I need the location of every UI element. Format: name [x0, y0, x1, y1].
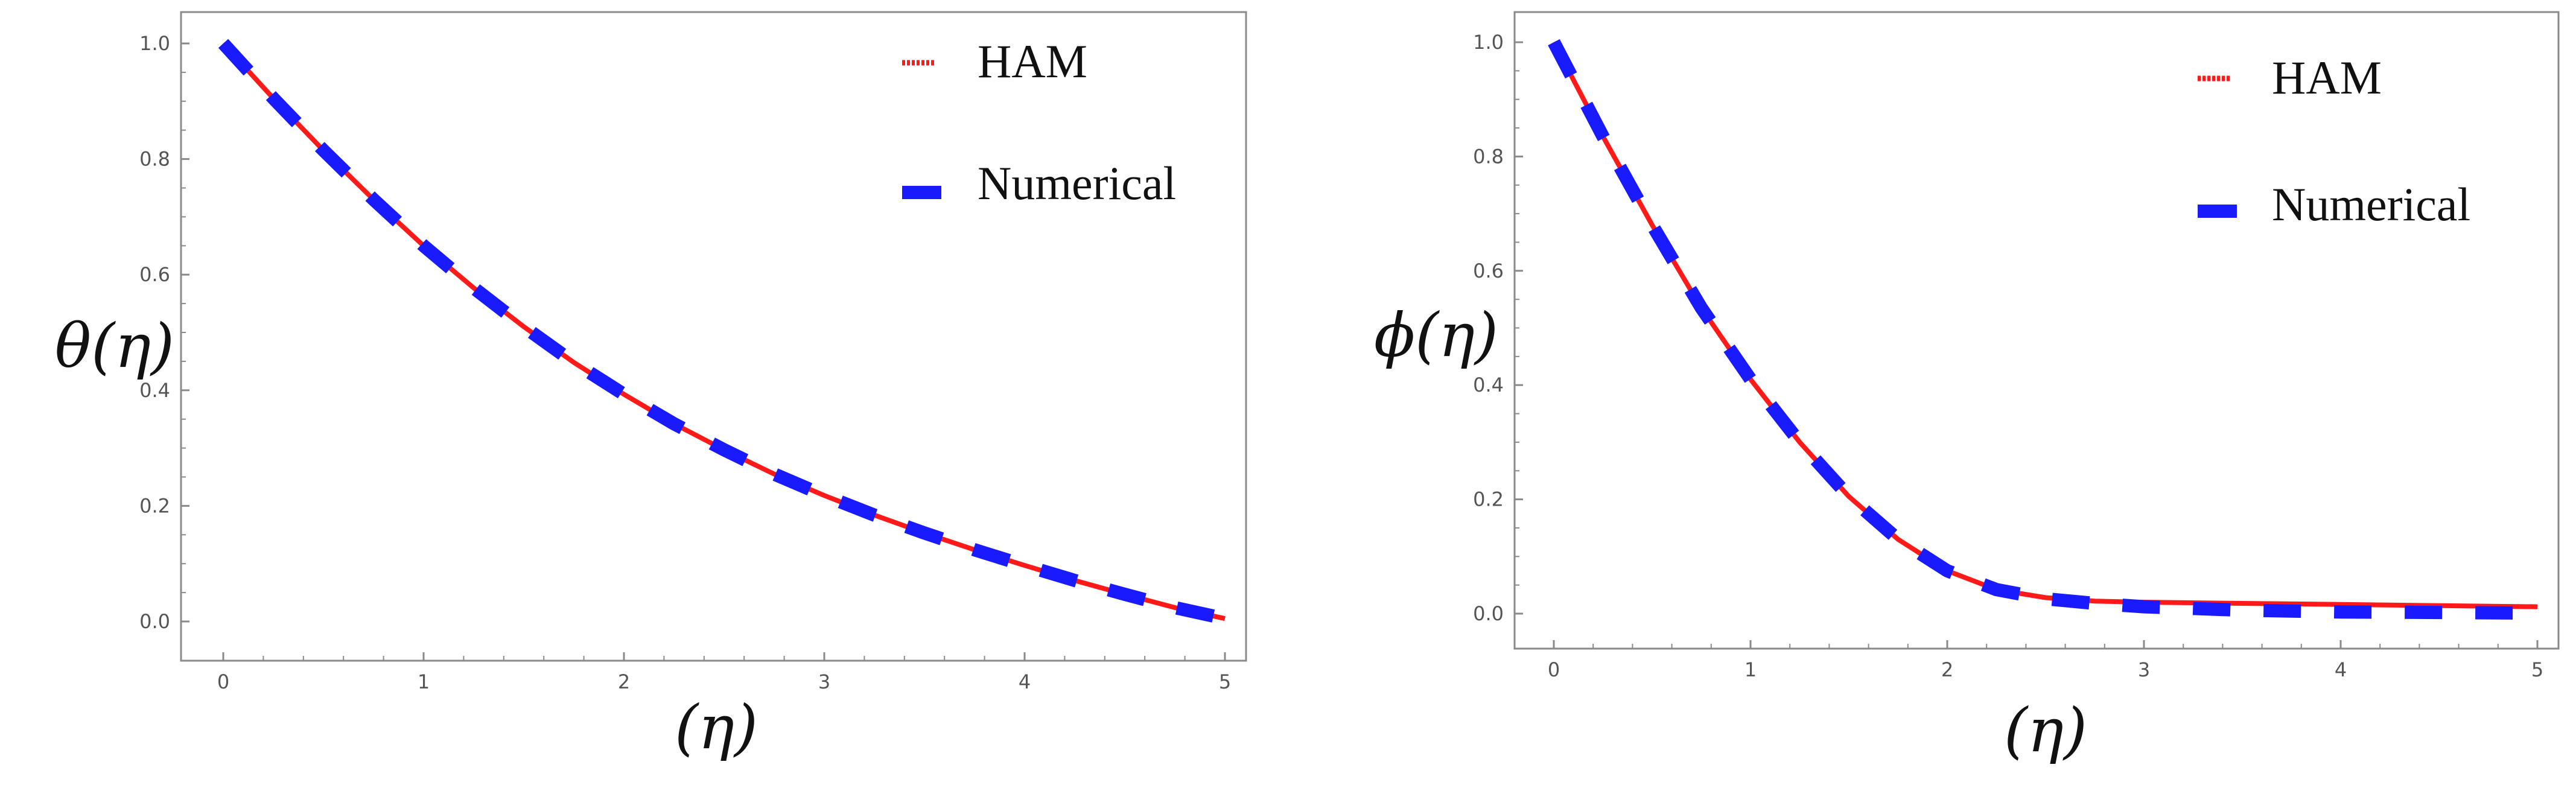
data-point-numerical [473, 287, 474, 288]
data-point-ham [2242, 603, 2243, 604]
x-axis-label: (η) [2004, 695, 2087, 766]
y-axis-ticks: 0.0 0.2 0.4 0.6 0.8 1.0 [139, 32, 189, 633]
y-tick-label: 0.2 [139, 494, 170, 517]
data-point-numerical [1947, 570, 1948, 571]
data-point-numerical [273, 98, 274, 99]
data-point-numerical [724, 449, 725, 450]
x-tick-label: 5 [2531, 658, 2543, 681]
x-tick-label: 2 [1941, 658, 1953, 681]
data-point-numerical [323, 150, 324, 151]
legend-label-numerical: Numerical [2272, 178, 2470, 230]
data-point-numerical [2340, 611, 2341, 612]
data-point-numerical [974, 549, 975, 550]
x-tick-label: 4 [2335, 658, 2347, 681]
series-group [218, 39, 1227, 625]
y-tick-label: 0.8 [139, 148, 170, 171]
data-point-numerical [1074, 580, 1075, 581]
data-point-numerical [673, 423, 675, 424]
series-group [1548, 39, 2538, 620]
legend-label-ham: HAM [2272, 51, 2382, 104]
x-tick-label: 1 [1744, 658, 1757, 681]
data-point-numerical [1652, 224, 1653, 226]
x-tick-label: 5 [1219, 670, 1231, 693]
data-point-numerical [2537, 612, 2538, 614]
x-tick-label: 4 [1019, 670, 1031, 693]
x-tick-label: 0 [217, 670, 229, 693]
data-point-numerical [2242, 609, 2243, 611]
y-tick-label: 0.6 [139, 263, 170, 286]
data-point-numerical [924, 532, 925, 533]
data-point-numerical [2094, 603, 2096, 604]
data-point-numerical [2438, 612, 2440, 613]
data-point-ham [2340, 604, 2341, 605]
data-point-numerical [523, 326, 524, 327]
data-point-numerical [1848, 496, 1849, 497]
y-tick-label: 1.0 [139, 32, 170, 55]
x-tick-label: 3 [2138, 658, 2150, 681]
legend: HAM Numerical [902, 35, 1176, 209]
data-point-numerical [1124, 594, 1125, 595]
data-point-numerical [2143, 606, 2145, 608]
data-point-numerical [1799, 442, 1801, 443]
y-axis-ticks: 0.0 0.2 0.4 0.6 0.8 1.0 [1473, 31, 1523, 625]
data-point-numerical [573, 362, 574, 363]
data-point-ham [2537, 606, 2538, 608]
x-axis-ticks: 0 1 2 3 4 5 [217, 652, 1231, 693]
x-tick-label: 2 [618, 670, 630, 693]
y-tick-label: 0.0 [1473, 602, 1504, 625]
y-tick-label: 0.0 [139, 610, 170, 633]
series-line-ham [221, 42, 1226, 621]
y-axis-label: θ(η) [55, 311, 174, 381]
x-axis-ticks: 0 1 2 3 4 5 [1548, 640, 2543, 681]
y-tick-label: 1.0 [1473, 31, 1504, 54]
data-point-numerical [423, 245, 424, 246]
data-point-numerical [1553, 42, 1554, 43]
data-point-numerical [774, 474, 775, 475]
y-tick-label: 0.4 [139, 379, 170, 402]
y-tick-label: 0.2 [1473, 488, 1504, 511]
data-point-numerical [874, 515, 875, 516]
legend-label-ham: HAM [978, 35, 1087, 87]
data-point-numerical [2045, 598, 2046, 599]
series-line-ham [1551, 41, 2538, 609]
data-point-ham [2045, 597, 2046, 598]
data-point-numerical [373, 199, 374, 200]
plot-frame [180, 11, 1247, 662]
data-point-numerical [1996, 589, 1997, 590]
x-tick-label: 3 [818, 670, 830, 693]
y-tick-label: 0.6 [1473, 259, 1504, 282]
series-line-numerical [1548, 39, 2538, 620]
data-point-numerical [223, 43, 224, 44]
data-point-numerical [623, 394, 625, 395]
data-point-numerical [1898, 539, 1899, 540]
data-point-ham [2094, 600, 2096, 602]
data-point-numerical [1701, 307, 1702, 308]
x-tick-label: 0 [1548, 658, 1560, 681]
legend-label-numerical: Numerical [978, 157, 1176, 209]
plot-frame [1513, 11, 2560, 650]
y-tick-label: 0.8 [1473, 145, 1504, 168]
legend: HAM Numerical [2198, 51, 2470, 230]
x-tick-label: 1 [418, 670, 430, 693]
y-tick-label: 0.4 [1473, 373, 1504, 396]
x-axis-label: (η) [675, 692, 758, 763]
y-axis-label: ϕ(η) [1374, 300, 1498, 370]
data-point-numerical [1603, 136, 1604, 137]
series-line-numerical [218, 39, 1227, 625]
data-point-numerical [824, 495, 825, 496]
data-point-numerical [1224, 618, 1226, 619]
data-point-numerical [1024, 565, 1025, 566]
data-point-numerical [1750, 379, 1751, 380]
data-point-numerical [1174, 607, 1175, 608]
